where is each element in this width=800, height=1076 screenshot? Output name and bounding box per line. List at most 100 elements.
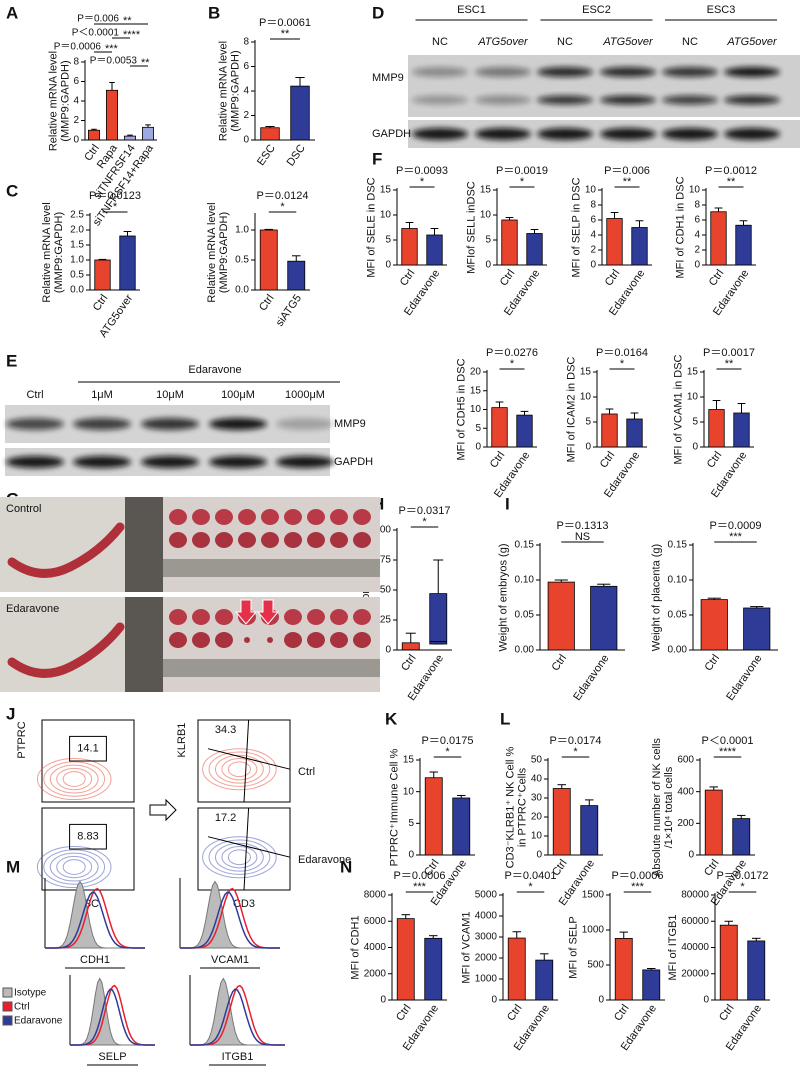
legend-label: Ctrl bbox=[14, 1002, 30, 1013]
y-tick-label: 0 bbox=[485, 260, 491, 271]
y-axis-label: PTPRC bbox=[16, 721, 28, 758]
embryo bbox=[192, 532, 210, 548]
blot-band bbox=[662, 67, 718, 77]
quadrant bbox=[243, 807, 250, 891]
blot-band bbox=[73, 418, 131, 430]
bar bbox=[590, 585, 618, 651]
y-axis-label: Relative mRNA level bbox=[206, 202, 218, 302]
legend-label: Isotype bbox=[14, 988, 47, 999]
arrow bbox=[149, 798, 177, 822]
row-label: Edaravone bbox=[6, 603, 59, 615]
marker-label: SELP bbox=[98, 1051, 126, 1063]
p-value: P＝0.0009 bbox=[710, 520, 762, 532]
lane-label: Ctrl bbox=[26, 389, 43, 401]
y-tick-label: 0.10 bbox=[515, 575, 535, 586]
y-tick-label: 0 bbox=[536, 850, 542, 861]
bar bbox=[642, 969, 661, 1001]
isotype-curve bbox=[180, 880, 280, 949]
bar bbox=[260, 127, 280, 141]
x-tick-label: Ctrl bbox=[598, 450, 618, 471]
embryo bbox=[244, 637, 250, 643]
group-label: Ctrl bbox=[298, 766, 315, 778]
embryo bbox=[169, 532, 187, 548]
flow-contour bbox=[56, 767, 93, 791]
x-tick-label: Ctrl bbox=[717, 1003, 737, 1024]
lane-label: 100μM bbox=[221, 389, 255, 401]
isotype-curve bbox=[70, 977, 155, 1046]
y-tick-label: 2 bbox=[73, 115, 79, 126]
p-value: P＜0.0001 bbox=[72, 28, 120, 39]
y-tick-label: 2.5 bbox=[70, 210, 84, 221]
gate-value: 14.1 bbox=[77, 743, 98, 755]
blot-band bbox=[537, 95, 593, 105]
y-tick-label: 6 bbox=[590, 215, 596, 226]
y-tick-label: 0 bbox=[408, 850, 414, 861]
y-tick-label: 0.5 bbox=[70, 270, 84, 281]
significance: *** bbox=[413, 881, 427, 893]
y-axis-label: PTPRC⁺Immune Cell % bbox=[389, 748, 401, 866]
y-axis-label: in PTPRC⁺Cells bbox=[517, 767, 529, 847]
blot-band bbox=[209, 418, 267, 430]
blot-band bbox=[475, 128, 531, 140]
legend-swatch bbox=[2, 1001, 13, 1012]
significance: * bbox=[280, 201, 285, 213]
significance: *** bbox=[729, 531, 743, 543]
blot-band bbox=[276, 418, 334, 430]
blot-band bbox=[537, 67, 593, 77]
y-tick-label: 0 bbox=[585, 442, 591, 453]
x-tick-label: Edaravone bbox=[571, 653, 611, 703]
flow-contour bbox=[202, 836, 277, 879]
y-tick-label: 15 bbox=[380, 185, 392, 196]
embryo bbox=[307, 632, 325, 648]
x-tick-label: Ctrl bbox=[505, 1003, 525, 1024]
placenta bbox=[284, 509, 302, 525]
flow-contour bbox=[208, 839, 271, 875]
y-tick-label: 5 bbox=[408, 818, 414, 829]
marker-label: CDH1 bbox=[80, 954, 110, 966]
significance: * bbox=[420, 176, 425, 188]
flow-contour bbox=[43, 849, 106, 885]
y-tick-label: 2 bbox=[694, 245, 700, 256]
y-axis-label: Weight of embryos (g) bbox=[498, 543, 510, 651]
y-tick-label: 75 bbox=[380, 555, 392, 566]
x-tick-label: Ctrl bbox=[394, 1003, 414, 1024]
y-tick-label: 1000 bbox=[475, 974, 498, 985]
panel-letter: L bbox=[500, 709, 510, 728]
significance: **** bbox=[719, 746, 737, 758]
y-tick-label: 15 bbox=[403, 755, 415, 766]
embryo bbox=[267, 637, 273, 643]
x-tick-label: Ctrl bbox=[702, 653, 722, 674]
bar bbox=[704, 789, 723, 856]
blot-band bbox=[724, 95, 780, 105]
y-axis-label: Weight of placenta (g) bbox=[651, 544, 663, 651]
y-tick-label: 20000 bbox=[681, 968, 709, 979]
quadrant bbox=[207, 836, 291, 858]
y-tick-label: 2 bbox=[590, 245, 596, 256]
y-axis-label: (MMP9:GAPDH) bbox=[218, 212, 230, 293]
y-tick-label: 0.0 bbox=[70, 285, 84, 296]
y-tick-label: 0 bbox=[475, 442, 481, 453]
edaravone-curve bbox=[45, 891, 145, 949]
flow-contour bbox=[56, 855, 93, 879]
y-tick-label: 0 bbox=[385, 645, 391, 656]
y-axis-label: KLRB1 bbox=[176, 723, 188, 758]
y-axis-label: MFI of SELP bbox=[568, 916, 580, 978]
y-tick-label: 8 bbox=[694, 200, 700, 211]
y-tick-label: 0 bbox=[243, 135, 249, 146]
y-tick-label: 40 bbox=[531, 774, 543, 785]
y-tick-label: 0.05 bbox=[668, 610, 688, 621]
placenta bbox=[330, 509, 348, 525]
flow-contour bbox=[214, 842, 264, 872]
edaravone-curve bbox=[190, 988, 285, 1046]
ctrl-curve bbox=[70, 984, 155, 1046]
bar bbox=[601, 413, 618, 448]
marker-label: ITGB1 bbox=[222, 1051, 254, 1063]
legend-swatch bbox=[2, 1015, 13, 1026]
embryo bbox=[192, 632, 210, 648]
significance: *** bbox=[105, 43, 119, 55]
arrow bbox=[256, 599, 280, 625]
y-tick-label: 10 bbox=[585, 185, 597, 196]
bar bbox=[580, 805, 599, 856]
x-tick-label: Ctrl bbox=[612, 1003, 632, 1024]
